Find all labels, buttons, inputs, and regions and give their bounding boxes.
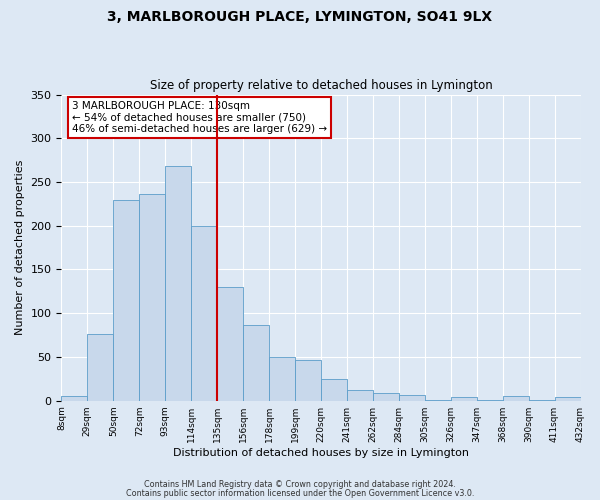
Text: 3, MARLBOROUGH PLACE, LYMINGTON, SO41 9LX: 3, MARLBOROUGH PLACE, LYMINGTON, SO41 9L…	[107, 10, 493, 24]
Text: Contains HM Land Registry data © Crown copyright and database right 2024.: Contains HM Land Registry data © Crown c…	[144, 480, 456, 489]
Bar	[217, 287, 243, 401]
Bar	[347, 390, 373, 400]
Bar	[451, 397, 476, 400]
Bar	[61, 396, 88, 400]
Title: Size of property relative to detached houses in Lymington: Size of property relative to detached ho…	[149, 79, 493, 92]
Y-axis label: Number of detached properties: Number of detached properties	[15, 160, 25, 336]
Bar	[243, 324, 269, 400]
Bar	[88, 334, 113, 400]
Bar	[503, 396, 529, 400]
Bar	[165, 166, 191, 400]
Bar	[373, 393, 399, 400]
Bar	[269, 357, 295, 401]
Bar	[113, 200, 139, 400]
Text: 3 MARLBOROUGH PLACE: 130sqm
← 54% of detached houses are smaller (750)
46% of se: 3 MARLBOROUGH PLACE: 130sqm ← 54% of det…	[72, 100, 327, 134]
Bar	[321, 379, 347, 400]
Bar	[139, 194, 165, 400]
Bar	[554, 397, 581, 400]
X-axis label: Distribution of detached houses by size in Lymington: Distribution of detached houses by size …	[173, 448, 469, 458]
Bar	[191, 226, 217, 400]
Bar	[295, 360, 321, 401]
Text: Contains public sector information licensed under the Open Government Licence v3: Contains public sector information licen…	[126, 490, 474, 498]
Bar	[399, 396, 425, 400]
